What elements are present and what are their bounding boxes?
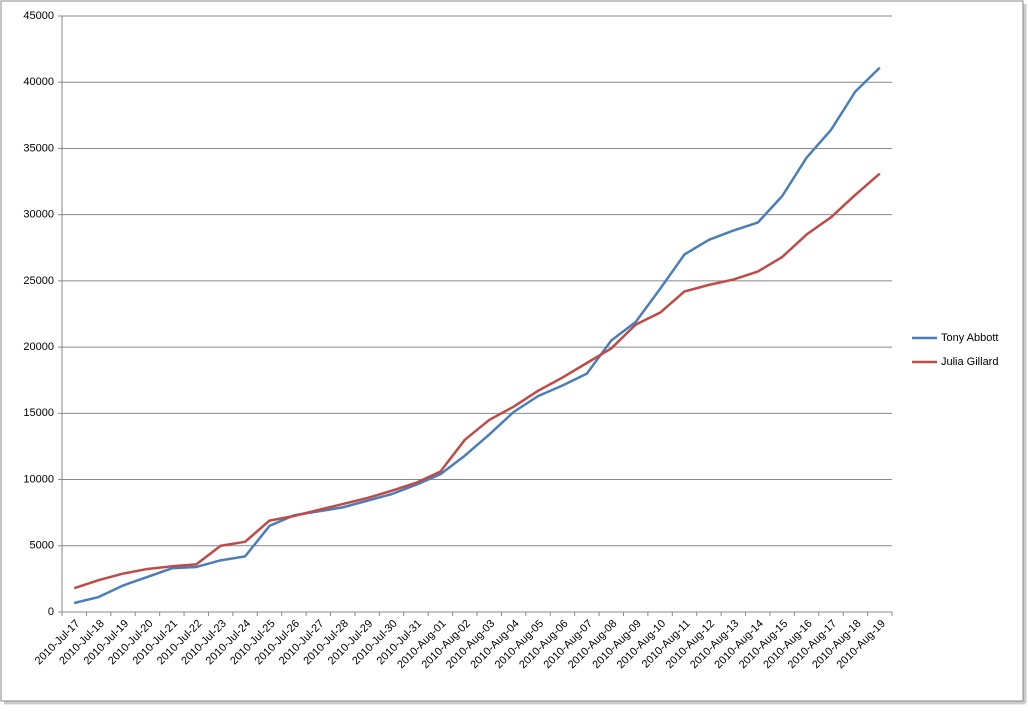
legend-label: Tony Abbott <box>941 332 999 344</box>
legend-label: Julia Gillard <box>941 356 998 368</box>
y-tick-label: 5000 <box>30 540 54 552</box>
y-tick-label: 20000 <box>23 341 54 353</box>
y-tick-label: 0 <box>48 606 54 618</box>
line-series <box>73 66 881 605</box>
y-tick-label: 35000 <box>23 142 54 154</box>
y-tick-label: 45000 <box>23 10 54 22</box>
y-tick-label: 30000 <box>23 209 54 221</box>
y-tick-label: 10000 <box>23 473 54 485</box>
y-tick-label: 15000 <box>23 407 54 419</box>
line-series <box>73 172 881 590</box>
y-tick-label: 25000 <box>23 275 54 287</box>
y-tick-label: 40000 <box>23 76 54 88</box>
